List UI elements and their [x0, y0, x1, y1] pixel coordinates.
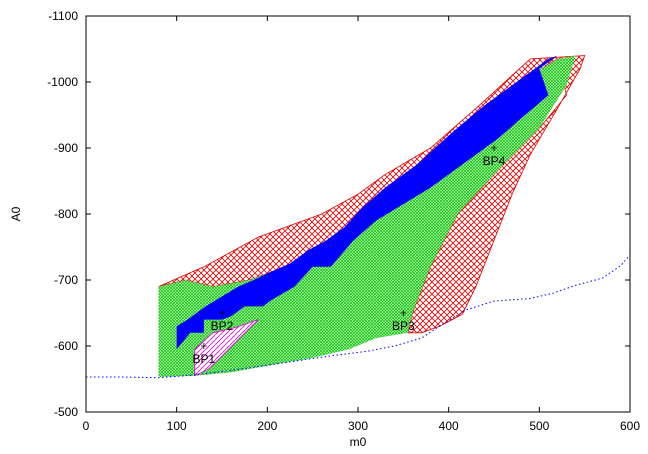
- points-group: BP1 BP2 BP3 BP4: [193, 145, 506, 366]
- series-magenta-hatch-overlay: [194, 319, 259, 376]
- series-blue-dotted-line: [86, 254, 631, 379]
- point-label-bp4: BP4: [483, 154, 506, 168]
- x-tick-label: 200: [257, 419, 277, 433]
- regions-group: [86, 55, 631, 379]
- x-tick-label: 500: [529, 419, 549, 433]
- point-label-bp2: BP2: [211, 319, 234, 333]
- x-tick-label: 0: [83, 419, 90, 433]
- y-axis-label: A0: [9, 206, 23, 221]
- point-marker-bp3: [400, 310, 407, 316]
- y-tick-label: -600: [54, 339, 78, 353]
- point-label-bp3: BP3: [392, 319, 415, 333]
- point-marker-bp2: [219, 310, 225, 316]
- point-marker-bp1: [200, 343, 207, 349]
- x-axis-label: m0: [350, 435, 367, 449]
- series-blue-solid-region: [176, 55, 558, 376]
- point-label-bp1: BP1: [193, 352, 216, 366]
- x-axis: 0 100 200 300 400 500 600: [83, 16, 640, 433]
- x-tick-label: 600: [620, 419, 640, 433]
- y-tick-label: -700: [54, 273, 78, 287]
- x-tick-label: 100: [167, 419, 187, 433]
- x-tick-label: 400: [439, 419, 459, 433]
- y-tick-label: -1000: [47, 75, 78, 89]
- y-tick-label: -500: [54, 405, 78, 419]
- point-marker-bp4: [491, 145, 497, 151]
- y-tick-label: -1100: [48, 9, 78, 23]
- y-axis: -500 -600 -700 -800 -900 -1000 -1100: [47, 9, 630, 419]
- x-tick-label: 300: [348, 419, 368, 433]
- y-tick-label: -800: [54, 207, 78, 221]
- y-tick-label: -900: [54, 141, 78, 155]
